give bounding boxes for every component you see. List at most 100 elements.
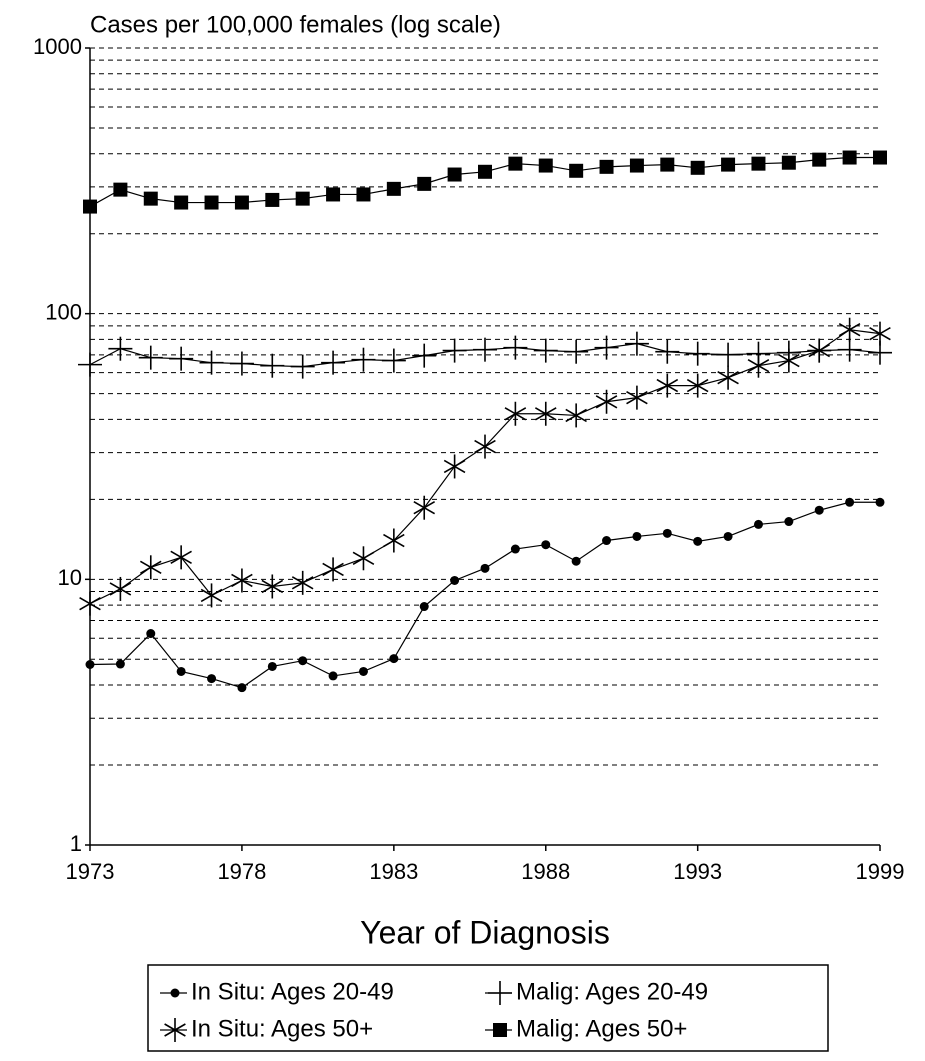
marker-circle bbox=[267, 661, 277, 671]
marker-plus bbox=[533, 338, 558, 363]
marker-plus bbox=[503, 335, 528, 360]
marker-square bbox=[781, 155, 796, 170]
marker-circle bbox=[450, 575, 460, 585]
marker-asterisk bbox=[261, 574, 284, 599]
y-tick-label: 1 bbox=[70, 831, 82, 856]
marker-stroke bbox=[413, 501, 436, 515]
marker-box bbox=[842, 150, 857, 165]
marker-circle bbox=[541, 540, 551, 550]
marker-dot bbox=[298, 656, 308, 666]
marker-asterisk bbox=[291, 570, 314, 595]
marker-plus bbox=[564, 339, 589, 364]
marker-dot bbox=[723, 531, 733, 541]
marker-circle bbox=[85, 659, 95, 669]
y-tick-label: 100 bbox=[45, 299, 82, 324]
marker-plus bbox=[655, 339, 680, 364]
x-tick-label: 1983 bbox=[369, 859, 418, 884]
marker-dot bbox=[571, 556, 581, 566]
marker-asterisk bbox=[383, 528, 405, 553]
x-axis-title: Year of Diagnosis bbox=[360, 914, 610, 950]
marker-stroke bbox=[383, 533, 405, 548]
marker-asterisk bbox=[778, 348, 800, 373]
marker-square bbox=[721, 157, 736, 172]
marker-dot bbox=[328, 671, 338, 681]
marker-dot bbox=[237, 683, 247, 693]
marker-square bbox=[493, 1023, 507, 1037]
marker-plus bbox=[78, 352, 102, 377]
marker-square bbox=[447, 167, 462, 182]
marker-plus bbox=[442, 338, 467, 363]
marker-stroke bbox=[474, 439, 496, 454]
marker-plus bbox=[290, 354, 315, 379]
x-tick-label: 1978 bbox=[217, 859, 266, 884]
marker-asterisk bbox=[565, 403, 587, 428]
marker-square bbox=[569, 163, 584, 178]
marker-asterisk bbox=[838, 317, 861, 342]
marker-square bbox=[83, 199, 97, 214]
marker-plus bbox=[473, 337, 497, 362]
marker-stroke bbox=[808, 343, 831, 358]
legend-box bbox=[147, 964, 829, 1052]
marker-square bbox=[873, 150, 887, 165]
marker-circle bbox=[237, 683, 247, 693]
marker-dot bbox=[510, 544, 520, 554]
marker-square bbox=[478, 164, 492, 179]
marker-box bbox=[356, 187, 371, 202]
marker-stroke bbox=[139, 560, 162, 574]
marker-circle bbox=[845, 497, 855, 507]
marker-stroke bbox=[869, 326, 891, 341]
marker-circle bbox=[146, 629, 156, 639]
marker-asterisk bbox=[170, 545, 192, 570]
marker-box bbox=[493, 1023, 507, 1037]
marker-dot bbox=[632, 531, 642, 541]
marker-stroke bbox=[838, 323, 861, 337]
marker-circle bbox=[389, 654, 399, 664]
marker-dot bbox=[480, 563, 490, 573]
marker-dot bbox=[662, 528, 672, 538]
marker-box bbox=[508, 156, 523, 171]
legend-item: In Situ: Ages 20-49 bbox=[160, 978, 394, 1005]
marker-dot bbox=[814, 505, 824, 515]
marker-square bbox=[234, 195, 249, 210]
marker-dot bbox=[115, 659, 125, 669]
legend-item: In Situ: Ages 50+ bbox=[160, 1015, 373, 1042]
marker-square bbox=[751, 156, 766, 171]
marker-dot bbox=[875, 497, 885, 507]
marker-square bbox=[326, 187, 341, 202]
marker-asterisk bbox=[656, 373, 679, 398]
marker-plus bbox=[412, 343, 437, 368]
marker-square bbox=[204, 195, 219, 210]
marker-circle bbox=[814, 505, 824, 515]
marker-box bbox=[538, 158, 553, 173]
marker-plus bbox=[260, 353, 285, 378]
y-tick-label: 1000 bbox=[33, 34, 82, 59]
marker-box bbox=[751, 156, 766, 171]
marker-stroke bbox=[686, 378, 709, 393]
marker-plus bbox=[624, 331, 649, 356]
marker-stroke bbox=[534, 407, 557, 421]
marker-stroke bbox=[231, 573, 253, 588]
marker-box bbox=[265, 192, 280, 207]
marker-dot bbox=[176, 666, 186, 676]
marker-square bbox=[143, 191, 158, 206]
marker-plus bbox=[594, 335, 619, 360]
marker-asterisk bbox=[352, 546, 375, 571]
marker-circle bbox=[207, 674, 217, 684]
marker-circle bbox=[176, 666, 186, 676]
legend-label: Malig: Ages 50+ bbox=[516, 1015, 687, 1042]
marker-stroke bbox=[747, 359, 770, 373]
marker-box bbox=[812, 152, 827, 167]
marker-circle bbox=[480, 563, 490, 573]
marker-stroke bbox=[79, 596, 101, 611]
marker-plus bbox=[351, 347, 376, 372]
marker-stroke bbox=[291, 576, 314, 590]
marker-plus bbox=[488, 981, 512, 1005]
marker-square bbox=[660, 157, 675, 172]
marker-box bbox=[417, 176, 432, 191]
marker-plus bbox=[381, 348, 406, 373]
marker-circle bbox=[571, 556, 581, 566]
marker-plus bbox=[138, 345, 163, 370]
marker-dot bbox=[450, 575, 460, 585]
marker-box bbox=[721, 157, 736, 172]
x-tick-label: 1999 bbox=[856, 859, 905, 884]
